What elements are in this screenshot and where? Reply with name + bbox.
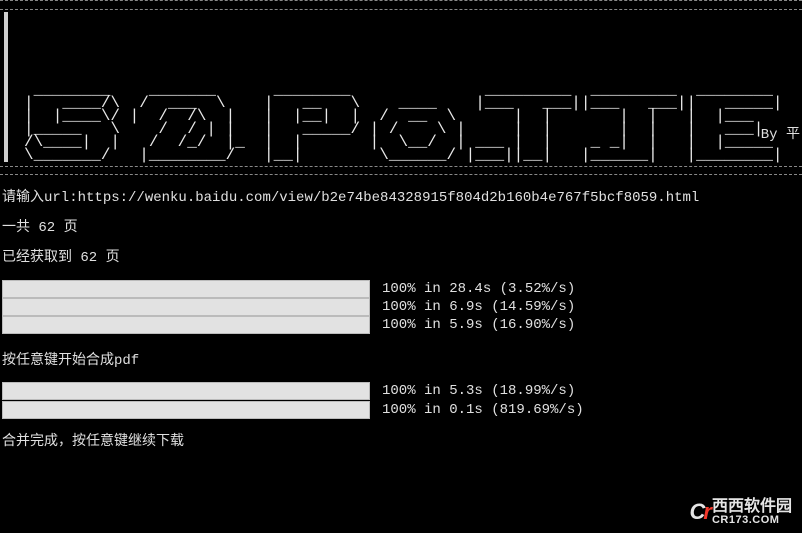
watermark-url-text: CR173.COM	[712, 515, 792, 527]
ascii-banner-section: ________ _______ ________ _________ ____…	[0, 10, 802, 167]
progress-bar	[2, 316, 370, 334]
progress-bar	[2, 401, 370, 419]
progress-row: 100% in 28.4s (3.52%/s)	[2, 280, 800, 298]
progress-row: 100% in 0.1s (819.69%/s)	[2, 401, 800, 419]
done-prompt-line: 合并完成，按任意键继续下载	[2, 433, 800, 451]
watermark-cn-text: 西西软件园	[712, 499, 792, 516]
fetched-pages-line: 已经获取到 62 页	[2, 249, 800, 267]
watermark-logo-c1: C	[690, 499, 704, 524]
banner-vertical-bar	[4, 12, 8, 162]
progress-bar	[2, 298, 370, 316]
url-prompt-label: 请输入url:	[2, 190, 78, 206]
byline-prefix: By	[761, 127, 786, 143]
url-prompt-line: 请输入url:https://wenku.baidu.com/view/b2e7…	[2, 189, 800, 207]
banner-byline: By 平	[761, 126, 800, 144]
watermark-logo-c2: r	[703, 499, 710, 524]
progress-row: 100% in 5.3s (18.99%/s)	[2, 382, 800, 400]
progress-group-fetch: 100% in 28.4s (3.52%/s) 100% in 6.9s (14…	[2, 280, 800, 335]
progress-label: 100% in 6.9s (14.59%/s)	[382, 298, 575, 316]
progress-label: 100% in 5.3s (18.99%/s)	[382, 382, 575, 400]
ascii-banner-52pojie: ________ _______ ________ _________ ____…	[24, 84, 783, 162]
banner-bottom-rule	[0, 167, 802, 175]
progress-label: 100% in 28.4s (3.52%/s)	[382, 280, 575, 298]
site-watermark: Cr 西西软件园 CR173.COM	[690, 498, 792, 527]
progress-bar	[2, 280, 370, 298]
banner-top-rule	[0, 0, 802, 10]
progress-label: 100% in 0.1s (819.69%/s)	[382, 401, 584, 419]
watermark-logo-icon: Cr	[690, 498, 710, 527]
progress-group-merge: 100% in 5.3s (18.99%/s) 100% in 0.1s (81…	[2, 382, 800, 418]
merge-prompt-line: 按任意键开始合成pdf	[2, 352, 800, 370]
total-pages-line: 一共 62 页	[2, 219, 800, 237]
console-output: 请输入url:https://wenku.baidu.com/view/b2e7…	[0, 175, 802, 451]
progress-bar	[2, 382, 370, 400]
url-value: https://wenku.baidu.com/view/b2e74be8432…	[78, 190, 700, 206]
progress-row: 100% in 5.9s (16.90%/s)	[2, 316, 800, 334]
byline-name: 平	[786, 127, 800, 143]
progress-row: 100% in 6.9s (14.59%/s)	[2, 298, 800, 316]
progress-label: 100% in 5.9s (16.90%/s)	[382, 316, 575, 334]
